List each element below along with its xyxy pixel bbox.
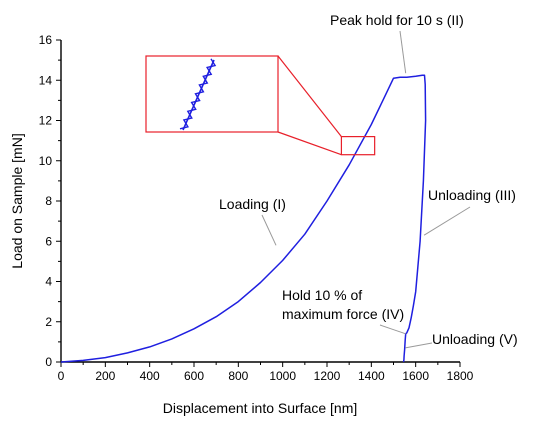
- x-tick-label: 400: [140, 369, 160, 383]
- series-layer: [60, 74, 427, 363]
- x-tick-label: 1200: [314, 369, 341, 383]
- annotation-leader: [261, 214, 277, 246]
- x-axis-title: Displacement into Surface [nm]: [163, 400, 358, 416]
- y-tick-label: 16: [39, 33, 53, 47]
- x-tick-label: 1000: [269, 369, 296, 383]
- y-tick-label: 14: [39, 73, 53, 87]
- y-tick-label: 2: [45, 315, 52, 329]
- inset-connector-bottom: [277, 131, 342, 156]
- annotation-label: maximum force (IV): [282, 306, 404, 322]
- annotation-label: Peak hold for 10 s (II): [330, 12, 464, 28]
- annotation-leader: [423, 206, 471, 236]
- y-tick-label: 6: [45, 234, 52, 248]
- x-tick-label: 1800: [447, 369, 474, 383]
- inset-connector-top: [277, 55, 342, 137]
- annotation-label: Hold 10 % of: [282, 287, 362, 303]
- annotation-leader: [379, 324, 406, 335]
- y-tick-label: 10: [39, 154, 53, 168]
- annotation-leader: [405, 342, 433, 349]
- zoom-inset: [145, 55, 376, 156]
- x-tick-label: 600: [184, 369, 204, 383]
- annotation-label: Unloading (V): [432, 331, 518, 347]
- inset-magnified-curve: [179, 58, 217, 130]
- x-tick-label: 0: [58, 369, 65, 383]
- annotation-leader: [399, 30, 407, 74]
- tick-labels: 0 200 400 600 800 1000 1200 1400 1600 1800 0 2 4 6 8 10…: [39, 33, 474, 383]
- annotation-label: Loading (I): [219, 196, 286, 212]
- x-tick-label: 1600: [402, 369, 429, 383]
- inset-curve-center: [182, 59, 215, 131]
- x-tick-label: 200: [95, 369, 115, 383]
- series-line: [60, 74, 427, 363]
- y-axis-title: Load on Sample [mN]: [9, 133, 25, 268]
- y-tick-label: 0: [45, 355, 52, 369]
- y-tick-label: 12: [39, 114, 53, 128]
- zoom-region-box: [340, 136, 376, 156]
- y-tick-label: 4: [45, 275, 52, 289]
- annotations: Peak hold for 10 s (II) Loading (I) Unload…: [219, 12, 518, 349]
- y-tick-label: 8: [45, 194, 52, 208]
- x-tick-label: 1400: [358, 369, 385, 383]
- x-tick-label: 800: [228, 369, 248, 383]
- annotation-label: Unloading (III): [428, 187, 516, 203]
- inset-box: [145, 55, 279, 133]
